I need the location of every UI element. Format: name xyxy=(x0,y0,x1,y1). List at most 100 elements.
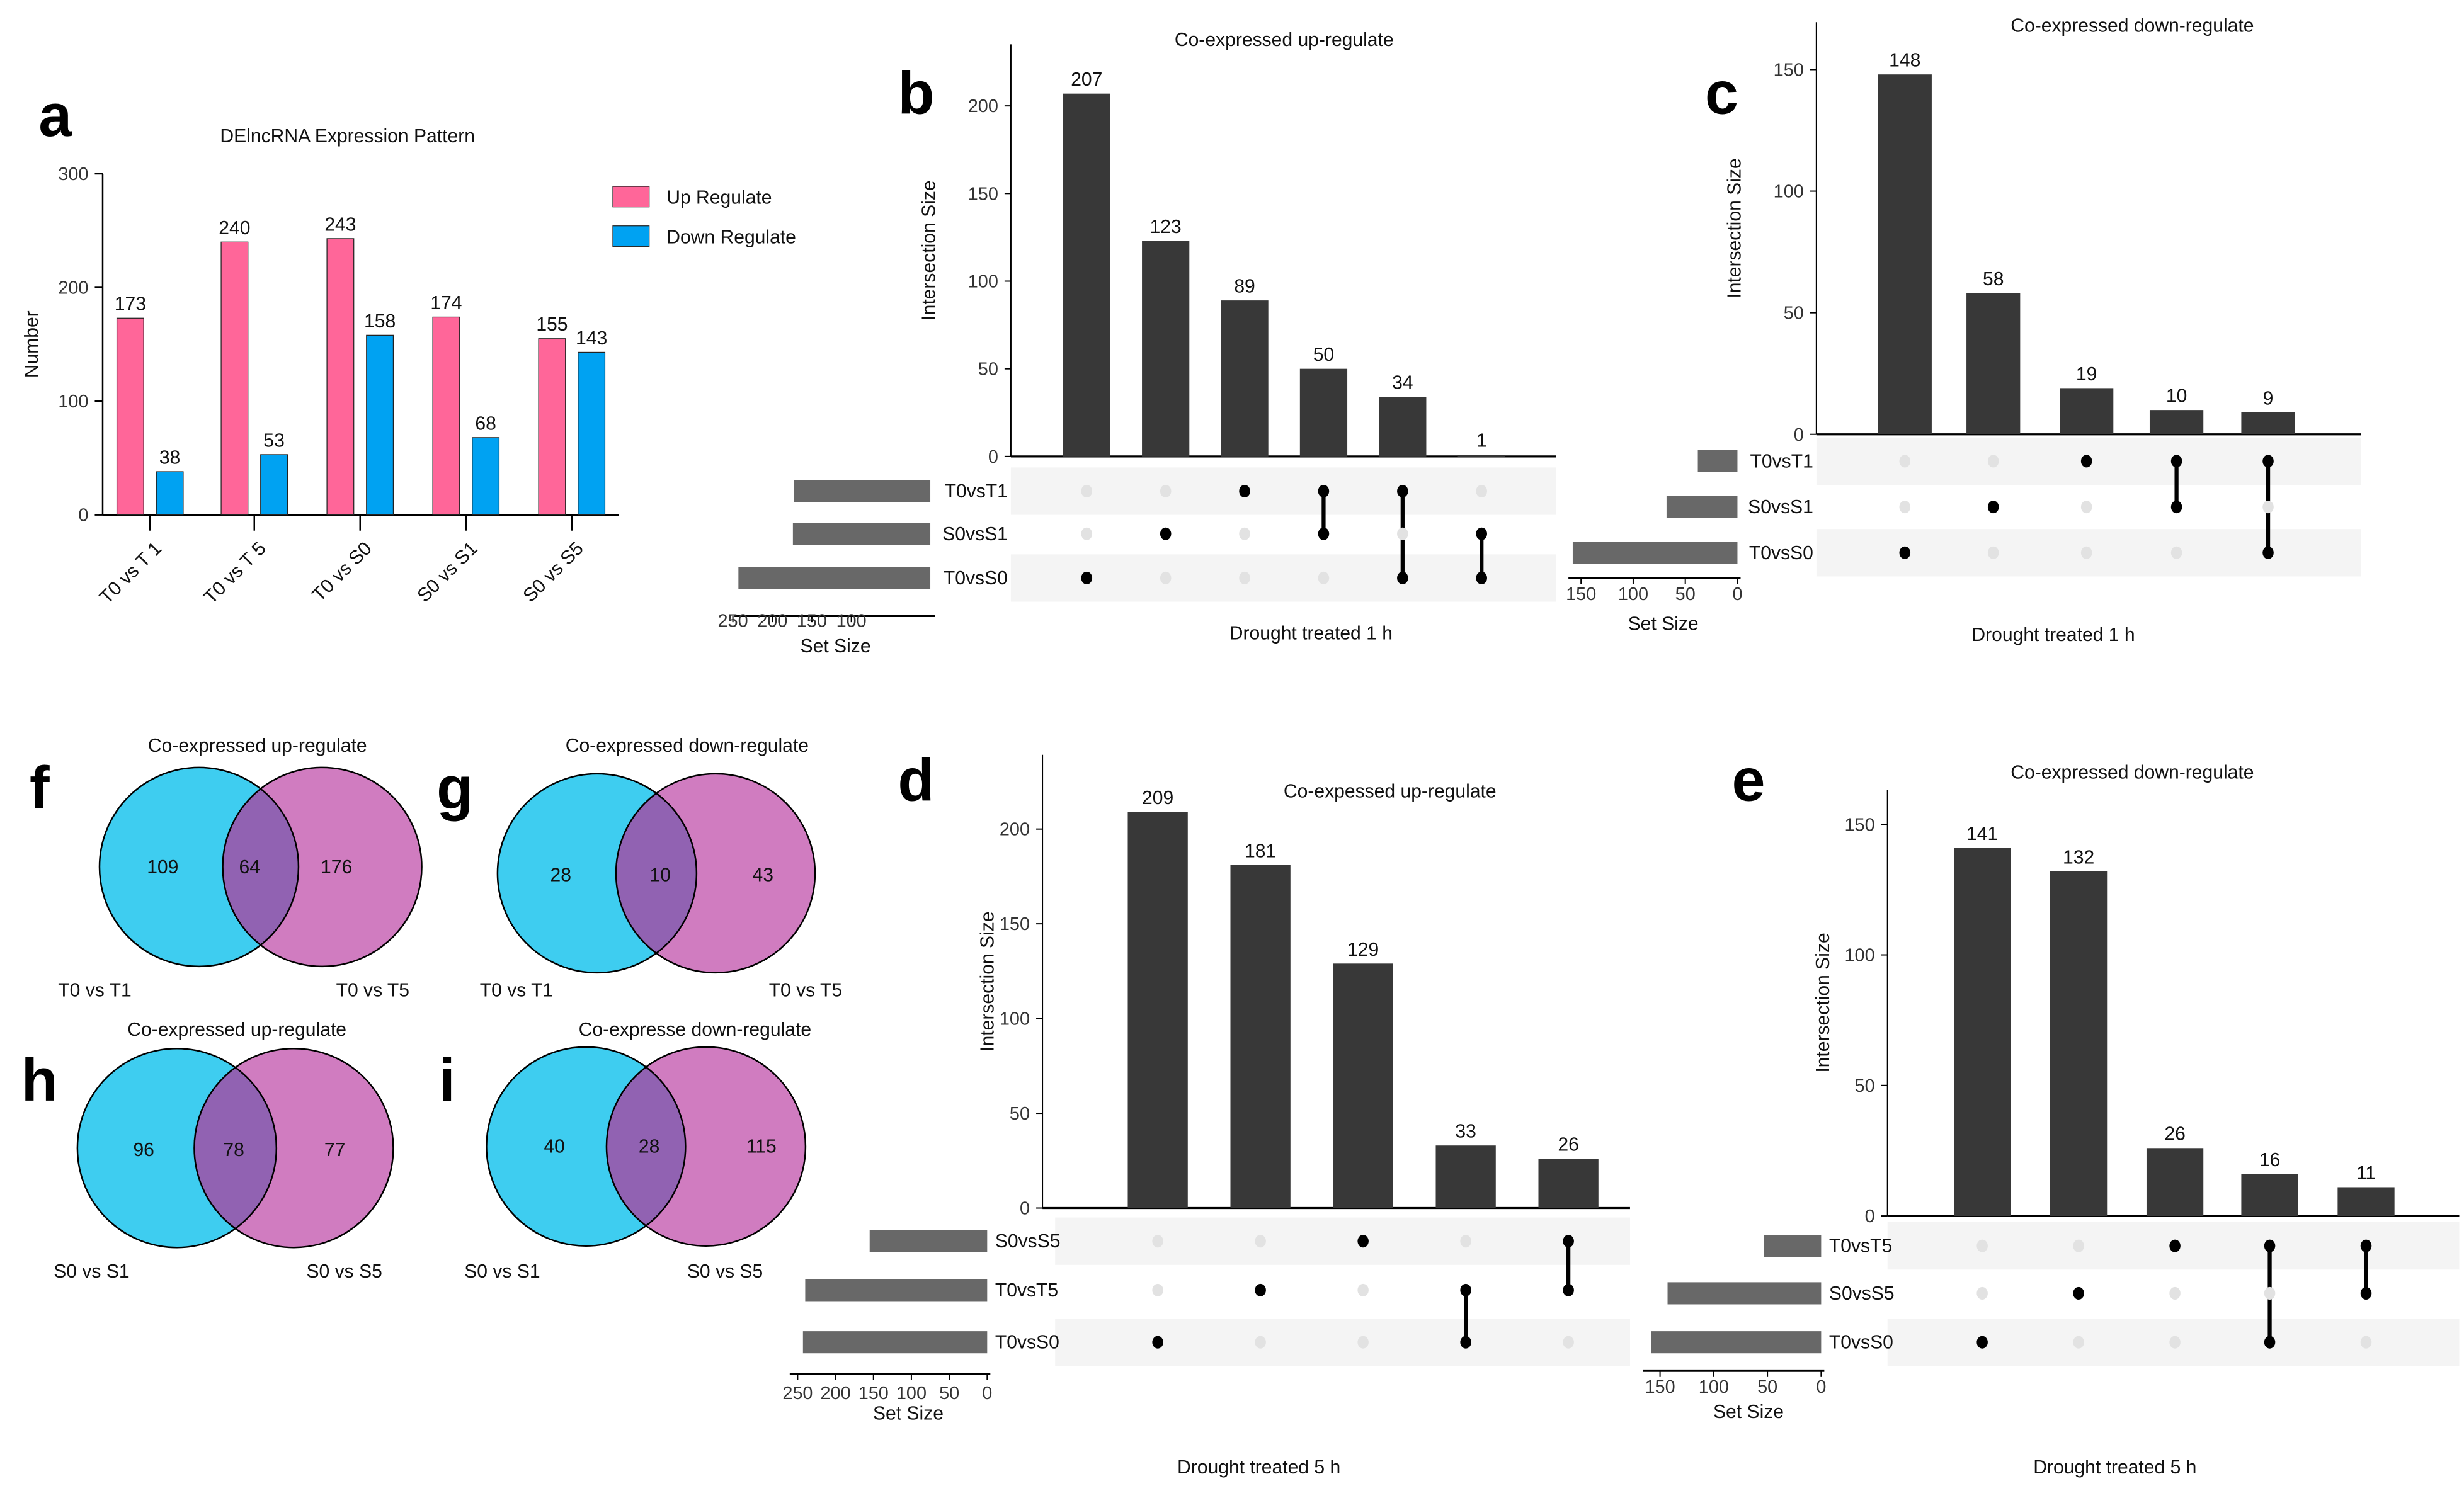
panel-letter: g xyxy=(436,755,473,822)
matrix-dot-active xyxy=(2169,1239,2181,1252)
set-size-bar xyxy=(805,1279,988,1302)
intersection-size-label: 1 xyxy=(1476,431,1487,451)
matrix-dot-inactive xyxy=(1081,527,1093,540)
matrix-dot-active xyxy=(1460,1283,1471,1296)
panel-h: h Co-expressed up-regulate 96 78 77 S0 vs S1 S… xyxy=(21,1019,394,1282)
intersection-bar xyxy=(1538,1159,1599,1208)
intersection-bar xyxy=(1127,812,1188,1208)
set-size-tick-label: 150 xyxy=(858,1383,889,1404)
intersection-bar xyxy=(1063,93,1110,457)
matrix-dot-active xyxy=(1476,571,1487,584)
venn-outline-left xyxy=(76,1047,278,1249)
y-tick-label: 200 xyxy=(58,278,88,298)
intersection-size-label: 19 xyxy=(2076,364,2097,385)
intersection-size-label: 129 xyxy=(1347,939,1379,960)
set-size-bar xyxy=(792,523,931,545)
venn-both-value: 64 xyxy=(239,857,260,878)
y-tick-label: 50 xyxy=(1010,1104,1030,1124)
set-size-tick-label: 0 xyxy=(1816,1377,1826,1397)
venn-outline-left xyxy=(486,1046,687,1247)
venn-set-label-right: S0 vs S5 xyxy=(687,1261,763,1282)
matrix-dot-active xyxy=(2080,455,2092,468)
set-size-axis-label: Set Size xyxy=(873,1404,944,1424)
set-size-bar xyxy=(869,1230,988,1252)
intersection-bar xyxy=(1299,368,1348,457)
matrix-dot-active xyxy=(1976,1336,1988,1349)
matrix-dot-inactive xyxy=(1976,1239,1988,1252)
intersection-size-label: 26 xyxy=(2164,1124,2185,1145)
venn-right-only-value: 176 xyxy=(321,857,352,878)
panel-letter: e xyxy=(1732,747,1765,814)
matrix-dot-inactive xyxy=(2360,1336,2372,1349)
y-tick-label: 0 xyxy=(1865,1206,1875,1227)
matrix-dot-inactive xyxy=(1239,527,1250,540)
intersection-size-label: 89 xyxy=(1234,276,1255,297)
intersection-size-label: 33 xyxy=(1455,1121,1476,1142)
matrix-dot-inactive xyxy=(1460,1235,1471,1248)
venn-overlap xyxy=(606,1046,686,1246)
matrix-dot-active xyxy=(2170,455,2182,468)
set-size-tick-label: 150 xyxy=(797,611,827,632)
matrix-dot-inactive xyxy=(1987,455,1999,468)
intersection-size-label: 209 xyxy=(1142,788,1173,808)
venn-both-value: 28 xyxy=(639,1137,659,1157)
set-size-bar xyxy=(738,567,931,589)
matrix-dot-active xyxy=(1318,527,1330,540)
set-name-label: S0vsS5 xyxy=(1829,1283,1895,1304)
bar-down xyxy=(578,351,606,516)
chart-title: Co-expressed up-regulate xyxy=(127,1019,346,1040)
matrix-dot-inactive xyxy=(1160,484,1172,498)
venn-right-only-value: 115 xyxy=(746,1137,777,1157)
venn-set-label-left: S0 vs S1 xyxy=(54,1261,129,1282)
legend-swatch xyxy=(612,186,650,208)
set-size-bar xyxy=(1764,1235,1822,1257)
venn-both-value: 10 xyxy=(649,865,670,885)
matrix-dot-active xyxy=(2264,1239,2276,1252)
intersection-bar xyxy=(1221,300,1269,457)
matrix-dot-active xyxy=(1899,546,1911,559)
panel-letter: c xyxy=(1705,60,1738,127)
matrix-row-shade xyxy=(1010,467,1556,515)
matrix-dot-active xyxy=(1239,484,1250,498)
matrix-dot-active xyxy=(2170,501,2182,514)
set-size-bar xyxy=(802,1331,988,1354)
venn-outline-right xyxy=(222,766,423,968)
x-tick-label: S0 vs S1 xyxy=(413,538,481,606)
bar-down xyxy=(366,334,394,516)
venn-overlap xyxy=(616,773,697,973)
matrix-dot-inactive xyxy=(1160,571,1172,584)
matrix-dot-inactive xyxy=(2169,1336,2181,1349)
set-size-axis-label: Set Size xyxy=(801,636,871,657)
y-tick-label: 150 xyxy=(968,184,998,204)
set-name-label: T0vsS0 xyxy=(944,568,1008,589)
intersection-size-label: 58 xyxy=(1983,269,2004,290)
y-axis-label: Intersection Size xyxy=(977,911,998,1051)
intersection-bar xyxy=(1333,963,1393,1208)
venn-outline-left xyxy=(98,766,300,968)
matrix-dot-active xyxy=(1357,1235,1369,1248)
intersection-bar xyxy=(1435,1145,1496,1208)
y-tick-label: 0 xyxy=(1794,425,1804,445)
matrix-dot-inactive xyxy=(1357,1283,1369,1296)
intersection-bar xyxy=(1457,455,1505,457)
intersection-bar xyxy=(1379,397,1427,457)
venn-outline-right xyxy=(193,1047,394,1249)
set-size-tick-label: 0 xyxy=(1732,584,1742,604)
matrix-dot-active xyxy=(1563,1283,1574,1296)
matrix-dot-active xyxy=(1563,1235,1574,1248)
set-size-tick-label: 0 xyxy=(982,1383,992,1404)
matrix-dot-active xyxy=(1397,484,1408,498)
set-size-bar xyxy=(1651,1331,1822,1354)
bar-value-label: 240 xyxy=(219,218,250,239)
matrix-dot-inactive xyxy=(1476,484,1487,498)
matrix-dot-active xyxy=(1476,527,1487,540)
legend-label: Down Regulate xyxy=(666,227,796,247)
intersection-size-label: 16 xyxy=(2259,1150,2280,1171)
bar-down xyxy=(472,437,500,516)
intersection-bar xyxy=(2337,1187,2395,1217)
y-tick-label: 150 xyxy=(1774,60,1804,81)
intersection-bar xyxy=(2241,1174,2298,1217)
set-name-label: T0vsS0 xyxy=(1749,543,1813,564)
panel-g: g Co-expressed down-regulate 28 10 43 T0 vs T… xyxy=(436,735,842,1001)
venn-left-only-value: 40 xyxy=(544,1137,564,1157)
